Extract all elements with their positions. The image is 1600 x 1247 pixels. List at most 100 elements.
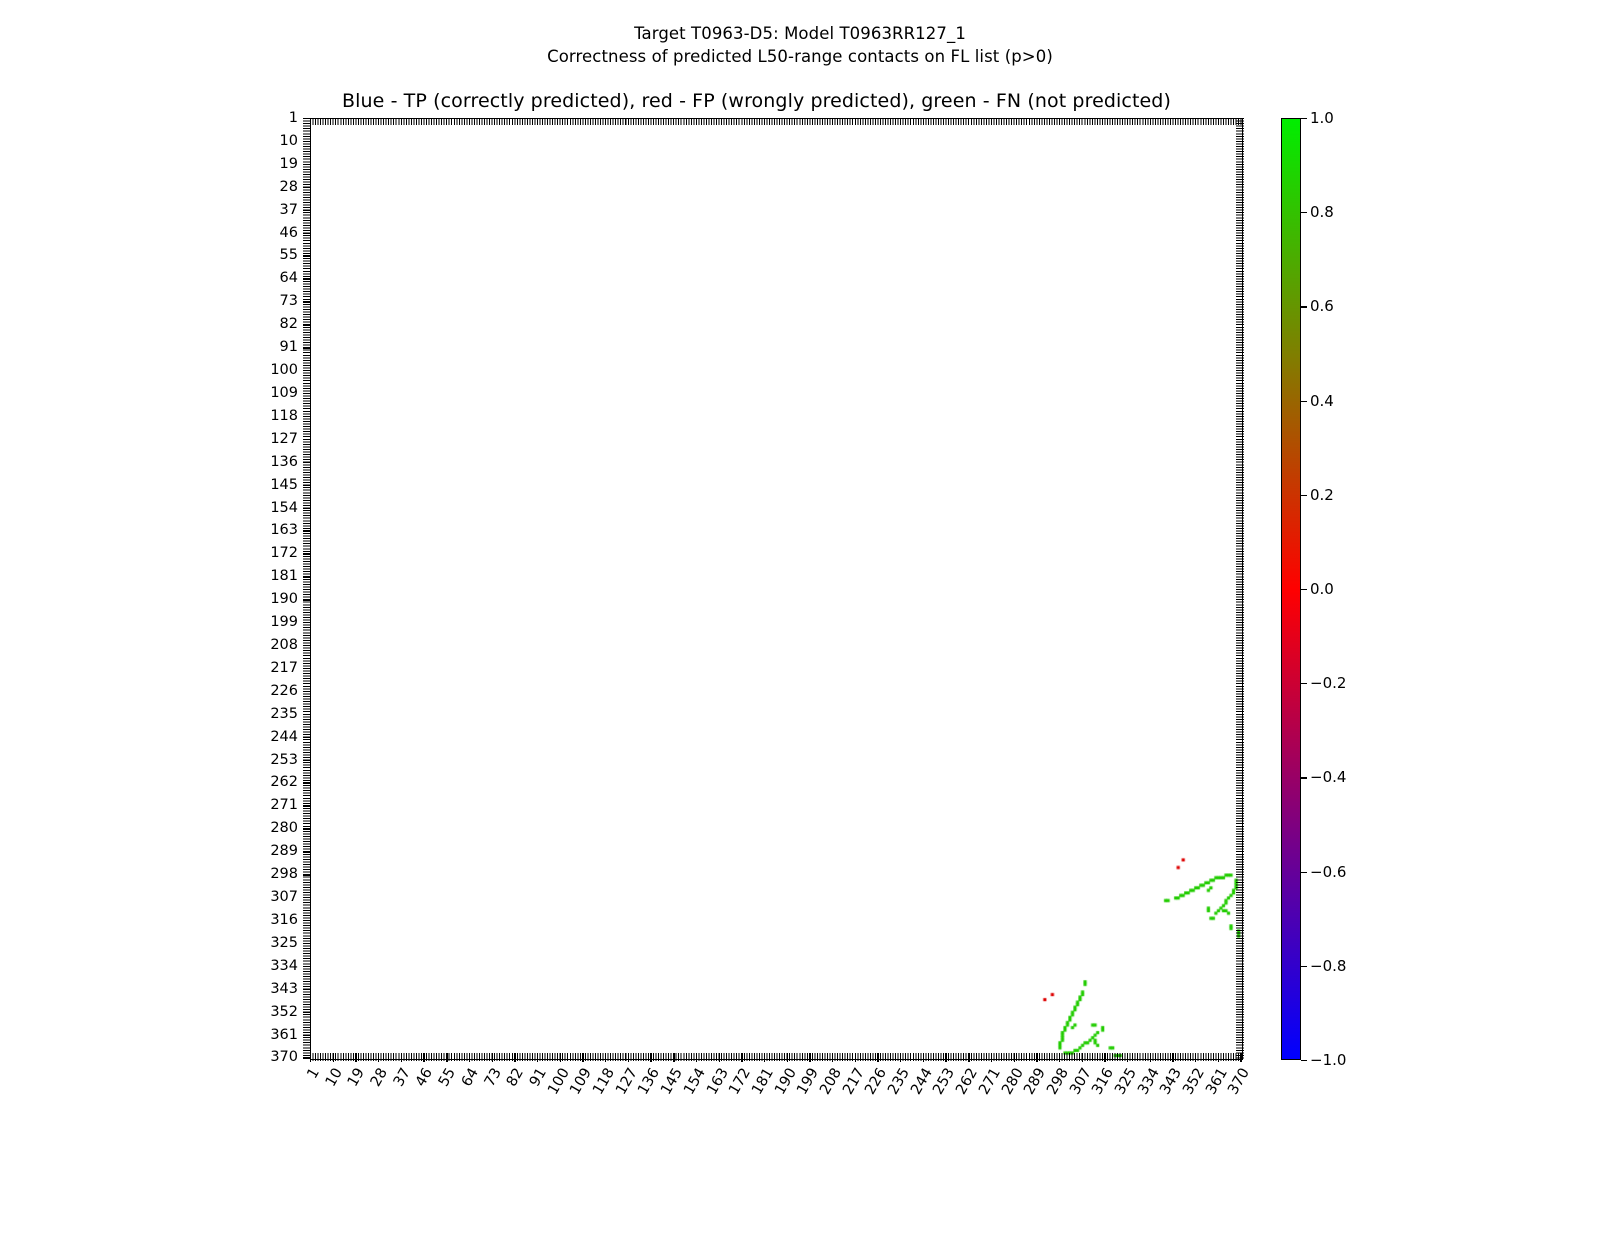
x-tick-mark [1240, 1053, 1242, 1062]
y-tick-label: 343 [270, 980, 298, 997]
y-tick-label: 172 [270, 545, 298, 562]
x-tick-mark [1195, 1053, 1197, 1062]
y-tick-label: 217 [270, 659, 298, 676]
x-tick-mark [332, 1053, 335, 1062]
x-tick-mark [786, 1053, 788, 1062]
colorbar-tick-mark [1301, 965, 1307, 968]
y-tick-label: 271 [270, 797, 298, 814]
y-tick-mark [303, 942, 311, 945]
y-tick-mark [303, 278, 311, 280]
colorbar-tick-label: 0.0 [1310, 580, 1334, 598]
colorbar-tick-mark [1301, 871, 1307, 873]
colorbar-tick-label: −0.6 [1310, 862, 1347, 881]
y-tick-label: 280 [270, 820, 298, 837]
x-tick-mark [1058, 1053, 1061, 1062]
y-tick-label: 64 [279, 270, 298, 287]
y-tick-mark [303, 461, 311, 464]
x-tick-mark [809, 1053, 811, 1062]
y-tick-label: 253 [270, 751, 298, 768]
y-tick-label: 109 [270, 384, 298, 401]
y-tick-mark [303, 255, 311, 257]
x-tick-mark [536, 1053, 539, 1062]
y-tick-mark [303, 713, 311, 716]
x-tick-mark [378, 1053, 380, 1062]
x-tick-mark [627, 1053, 630, 1062]
y-tick-mark [303, 759, 311, 761]
y-tick-mark [303, 347, 311, 349]
y-tick-label: 154 [270, 499, 298, 516]
y-tick-label: 325 [270, 934, 298, 951]
y-tick-mark [303, 576, 311, 578]
contact-map-canvas [311, 119, 1242, 1059]
y-tick-label: 226 [270, 682, 298, 699]
y-tick-mark [303, 553, 311, 555]
contact-map-plot-area [310, 118, 1243, 1060]
x-tick-mark [559, 1053, 562, 1062]
y-tick-label: 235 [270, 705, 298, 722]
y-tick-mark [303, 1011, 311, 1014]
y-tick-label: 1 [288, 110, 298, 126]
y-tick-label: 118 [270, 407, 298, 424]
colorbar-tick-label: 0.2 [1310, 485, 1334, 504]
y-tick-label: 190 [270, 591, 298, 608]
x-tick-mark [831, 1053, 834, 1062]
y-tick-label: 334 [270, 957, 298, 974]
colorbar-tick-mark [1301, 118, 1307, 120]
y-tick-mark [303, 599, 311, 601]
y-tick-mark [303, 897, 311, 899]
colorbar-tick-label: 0.4 [1310, 391, 1334, 410]
x-tick-mark [922, 1053, 925, 1062]
x-tick-mark [355, 1053, 357, 1062]
y-tick-mark [303, 438, 311, 441]
y-tick-mark [303, 484, 311, 486]
x-tick-mark [718, 1053, 720, 1062]
y-tick-mark [303, 736, 311, 739]
y-tick-mark [303, 919, 311, 922]
x-tick-mark [900, 1053, 902, 1062]
y-tick-mark [303, 370, 311, 372]
x-tick-mark [1127, 1053, 1129, 1062]
colorbar-tick-label: 0.8 [1310, 203, 1334, 222]
colorbar-tick-label: −1.0 [1310, 1051, 1347, 1069]
y-tick-label: 145 [270, 476, 298, 493]
x-tick-mark [514, 1053, 516, 1062]
y-tick-label: 370 [270, 1049, 298, 1066]
y-tick-mark [303, 209, 311, 212]
x-tick-mark [423, 1053, 425, 1062]
y-tick-mark [303, 118, 311, 120]
y-tick-label: 91 [279, 339, 298, 356]
y-tick-mark [303, 301, 311, 303]
colorbar-tick-label: 1.0 [1310, 109, 1334, 127]
y-tick-mark [303, 163, 311, 166]
colorbar-tick-label: −0.2 [1310, 674, 1347, 693]
x-tick-mark [968, 1053, 970, 1062]
y-tick-label: 19 [279, 155, 298, 172]
colorbar-tick-mark [1301, 494, 1307, 497]
x-tick-mark [763, 1053, 766, 1062]
y-tick-mark [303, 645, 311, 647]
chart-legend-caption: Blue - TP (correctly predicted), red - F… [342, 90, 1171, 112]
y-tick-label: 46 [279, 224, 298, 241]
y-tick-mark [303, 324, 311, 326]
x-tick-mark [1149, 1053, 1152, 1062]
x-tick-mark [1081, 1053, 1083, 1062]
y-tick-label: 10 [279, 132, 298, 149]
x-tick-mark [1172, 1053, 1174, 1062]
x-tick-mark [1036, 1053, 1038, 1062]
y-tick-mark [303, 851, 311, 853]
y-tick-label: 298 [270, 866, 298, 883]
y-tick-label: 199 [270, 614, 298, 631]
y-tick-mark [303, 530, 311, 532]
y-tick-mark [303, 507, 311, 509]
y-tick-mark [303, 805, 311, 807]
y-tick-label: 127 [270, 430, 298, 447]
colorbar-tick-mark [1301, 589, 1307, 591]
y-tick-label: 82 [279, 316, 298, 333]
y-tick-label: 100 [270, 362, 298, 379]
colorbar-tick-mark [1301, 306, 1307, 308]
x-tick-mark [945, 1053, 947, 1062]
y-tick-mark [303, 140, 311, 143]
colorbar-tick-mark [1301, 777, 1307, 779]
y-tick-mark [303, 667, 311, 670]
y-tick-label: 316 [270, 911, 298, 928]
